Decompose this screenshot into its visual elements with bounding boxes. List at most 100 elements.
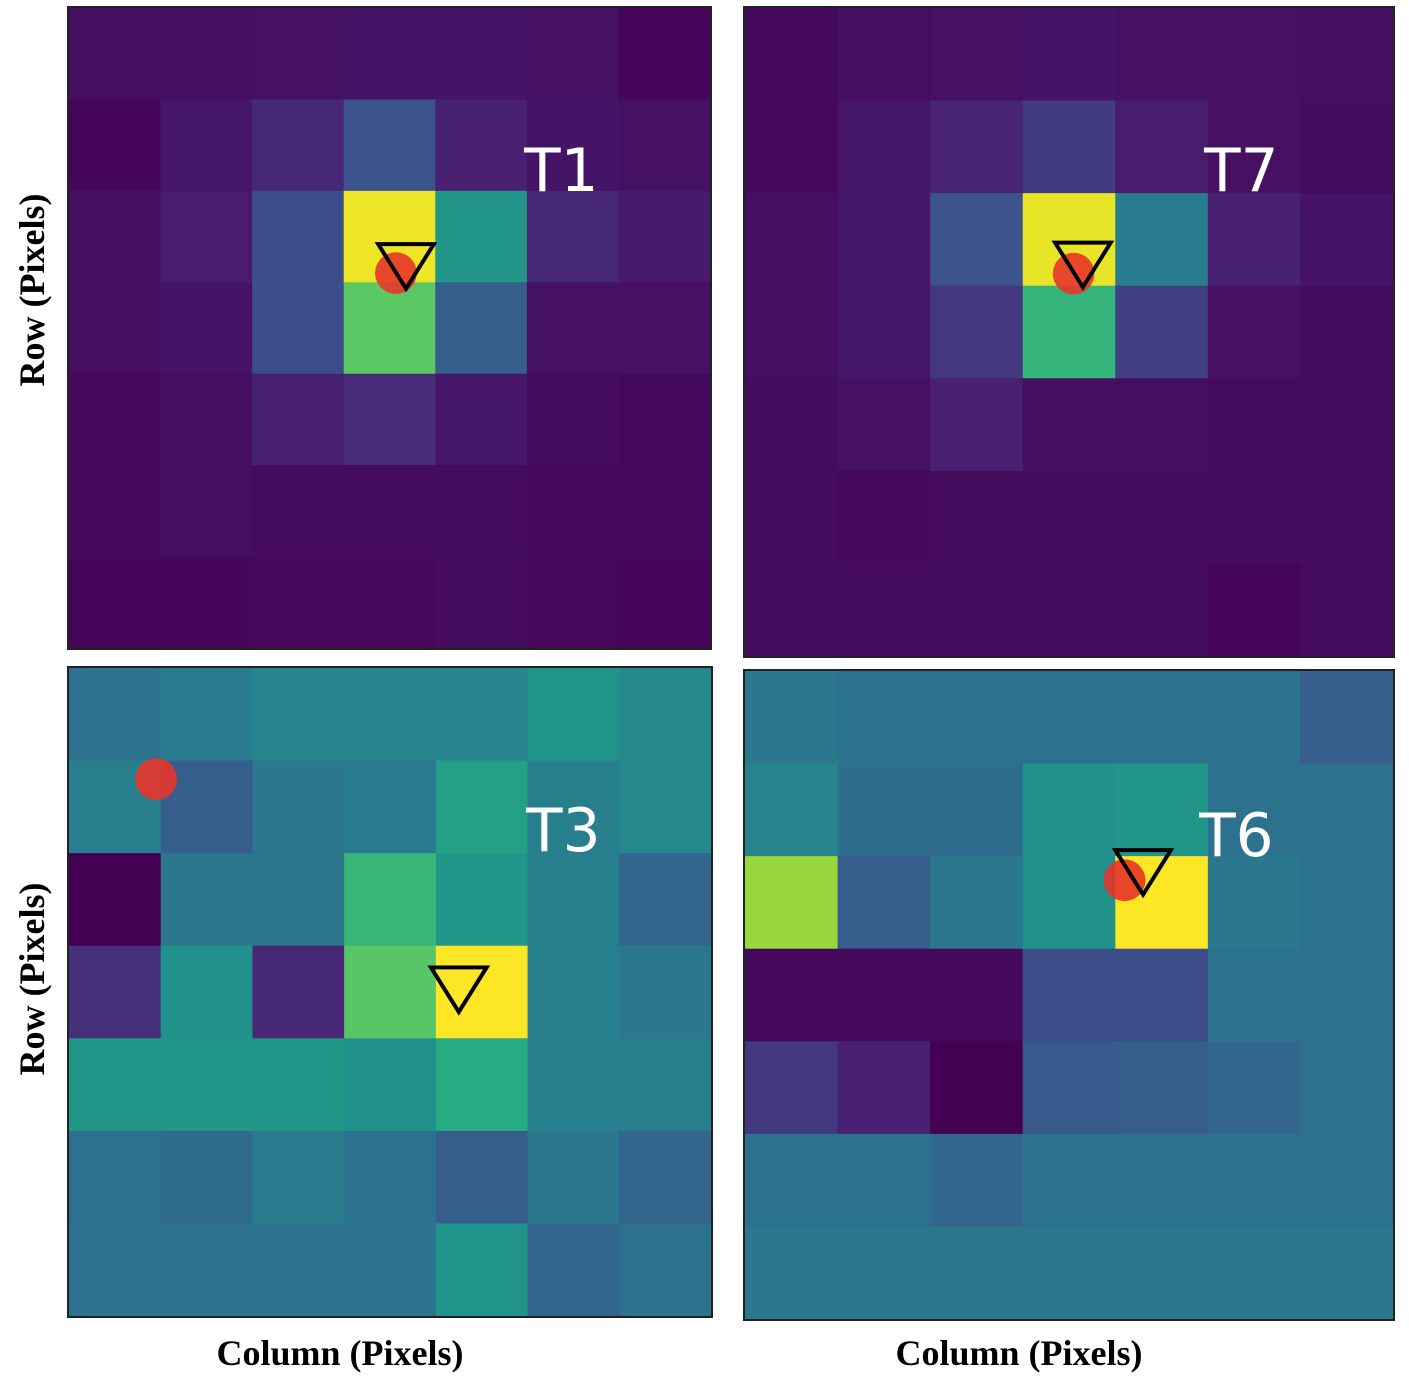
heatmap-cell bbox=[69, 373, 162, 466]
heatmap-cell bbox=[527, 853, 620, 947]
heatmap-cell bbox=[435, 853, 529, 947]
heatmap-cell bbox=[252, 1038, 345, 1132]
heatmap-cell bbox=[1115, 378, 1209, 472]
heatmap-cell bbox=[526, 465, 620, 558]
heatmap-cell bbox=[252, 760, 345, 854]
heatmap-cell bbox=[618, 190, 710, 283]
centroid-triangle-marker bbox=[427, 965, 491, 1016]
heatmap-cell bbox=[1300, 671, 1393, 765]
heatmap-cell bbox=[618, 465, 710, 558]
heatmap-cell bbox=[1300, 856, 1393, 950]
panel-label: T1 bbox=[523, 137, 598, 206]
heatmap-cell bbox=[837, 563, 931, 656]
heatmap-cell bbox=[745, 8, 839, 102]
heatmap-cell bbox=[1115, 1133, 1209, 1228]
heatmap-cell bbox=[837, 100, 931, 194]
heatmap-cell bbox=[527, 668, 620, 762]
heatmap-cell bbox=[745, 378, 839, 472]
heatmap-cell bbox=[930, 285, 1024, 379]
heatmap-cell bbox=[618, 282, 710, 375]
heatmap-cell bbox=[1022, 1133, 1116, 1228]
heatmap-cell bbox=[435, 465, 528, 558]
heatmap-cell bbox=[252, 8, 345, 101]
heatmap-cell bbox=[1115, 470, 1209, 565]
heatmap-cell bbox=[745, 100, 839, 194]
heatmap-cell bbox=[69, 99, 162, 192]
heatmap-cell bbox=[526, 282, 620, 375]
heatmap-cell bbox=[745, 763, 839, 857]
heatmap-cell bbox=[1022, 856, 1116, 950]
heatmap-cell bbox=[160, 282, 253, 375]
heatmap-cell bbox=[527, 1130, 620, 1225]
heatmap-panel-t7: T7 bbox=[743, 6, 1395, 658]
heatmap-cell bbox=[618, 99, 710, 192]
heatmap-cell bbox=[1207, 671, 1302, 765]
heatmap-panel-t6: T6 bbox=[743, 669, 1395, 1321]
centroid-triangle-marker bbox=[1111, 848, 1175, 899]
heatmap-cell bbox=[930, 378, 1024, 472]
heatmap-cell bbox=[343, 373, 436, 466]
heatmap-cell bbox=[1207, 100, 1302, 194]
heatmap-cell bbox=[745, 563, 839, 656]
heatmap-cell bbox=[1300, 285, 1393, 379]
heatmap-cell bbox=[745, 856, 839, 950]
heatmap-cell bbox=[837, 948, 931, 1042]
heatmap-cell bbox=[1022, 763, 1116, 857]
heatmap-cell bbox=[343, 556, 436, 648]
panel-label: T7 bbox=[1203, 137, 1278, 206]
heatmap-cell bbox=[837, 1041, 931, 1135]
heatmap-cell bbox=[1300, 1133, 1393, 1228]
heatmap-cell bbox=[1022, 1041, 1116, 1135]
heatmap-cell bbox=[1115, 671, 1209, 765]
heatmap-cell bbox=[343, 99, 436, 192]
heatmap-cell bbox=[1115, 563, 1209, 656]
heatmap-cell bbox=[930, 563, 1024, 656]
heatmap-cell bbox=[252, 1130, 345, 1225]
heatmap-cell bbox=[619, 1130, 711, 1225]
heatmap-cell bbox=[527, 1223, 620, 1316]
heatmap-cell bbox=[1207, 378, 1302, 472]
heatmap-cell bbox=[618, 8, 710, 101]
heatmap-cell bbox=[619, 760, 711, 854]
heatmap-cell bbox=[930, 1133, 1024, 1228]
heatmap-cell bbox=[344, 1223, 437, 1316]
heatmap-cell bbox=[435, 556, 528, 648]
heatmap-cell bbox=[1022, 470, 1116, 565]
heatmap-t6: T6 bbox=[745, 671, 1393, 1319]
heatmap-cell bbox=[619, 853, 711, 947]
heatmap-cell bbox=[1207, 8, 1302, 102]
heatmap-cell bbox=[343, 282, 436, 375]
heatmap-cell bbox=[930, 470, 1024, 565]
heatmap-cell bbox=[619, 1223, 711, 1316]
heatmap-cell bbox=[1300, 470, 1393, 565]
heatmap-cell bbox=[1022, 100, 1116, 194]
heatmap-cell bbox=[435, 190, 528, 283]
heatmap-cell bbox=[745, 470, 839, 565]
heatmap-cell bbox=[1207, 948, 1302, 1042]
heatmap-cell bbox=[1207, 193, 1302, 287]
heatmap-cell bbox=[344, 853, 437, 947]
heatmap-cell bbox=[930, 1041, 1024, 1135]
heatmap-cell bbox=[1115, 1226, 1209, 1319]
reference-position-marker bbox=[135, 758, 177, 800]
heatmap-cell bbox=[69, 668, 162, 762]
heatmap-cell bbox=[1300, 193, 1393, 287]
heatmap-cell bbox=[160, 99, 253, 192]
heatmap-cell bbox=[160, 465, 253, 558]
heatmap-cell bbox=[160, 190, 253, 283]
heatmap-cell bbox=[1115, 100, 1209, 194]
heatmap-cell bbox=[1207, 1226, 1302, 1319]
panel-label: T6 bbox=[1198, 802, 1273, 871]
heatmap-cell bbox=[1207, 856, 1302, 950]
heatmap-cell bbox=[435, 668, 529, 762]
heatmap-cell bbox=[435, 8, 528, 101]
heatmap-cell bbox=[69, 1038, 162, 1132]
heatmap-cell bbox=[343, 8, 436, 101]
heatmap-cell bbox=[160, 668, 254, 762]
heatmap-cell bbox=[69, 1130, 162, 1225]
heatmap-cell bbox=[1115, 1041, 1209, 1135]
heatmap-cell bbox=[252, 945, 345, 1039]
heatmap-cell bbox=[527, 760, 620, 854]
heatmap-cell bbox=[1022, 948, 1116, 1042]
heatmap-cell bbox=[1115, 763, 1209, 857]
